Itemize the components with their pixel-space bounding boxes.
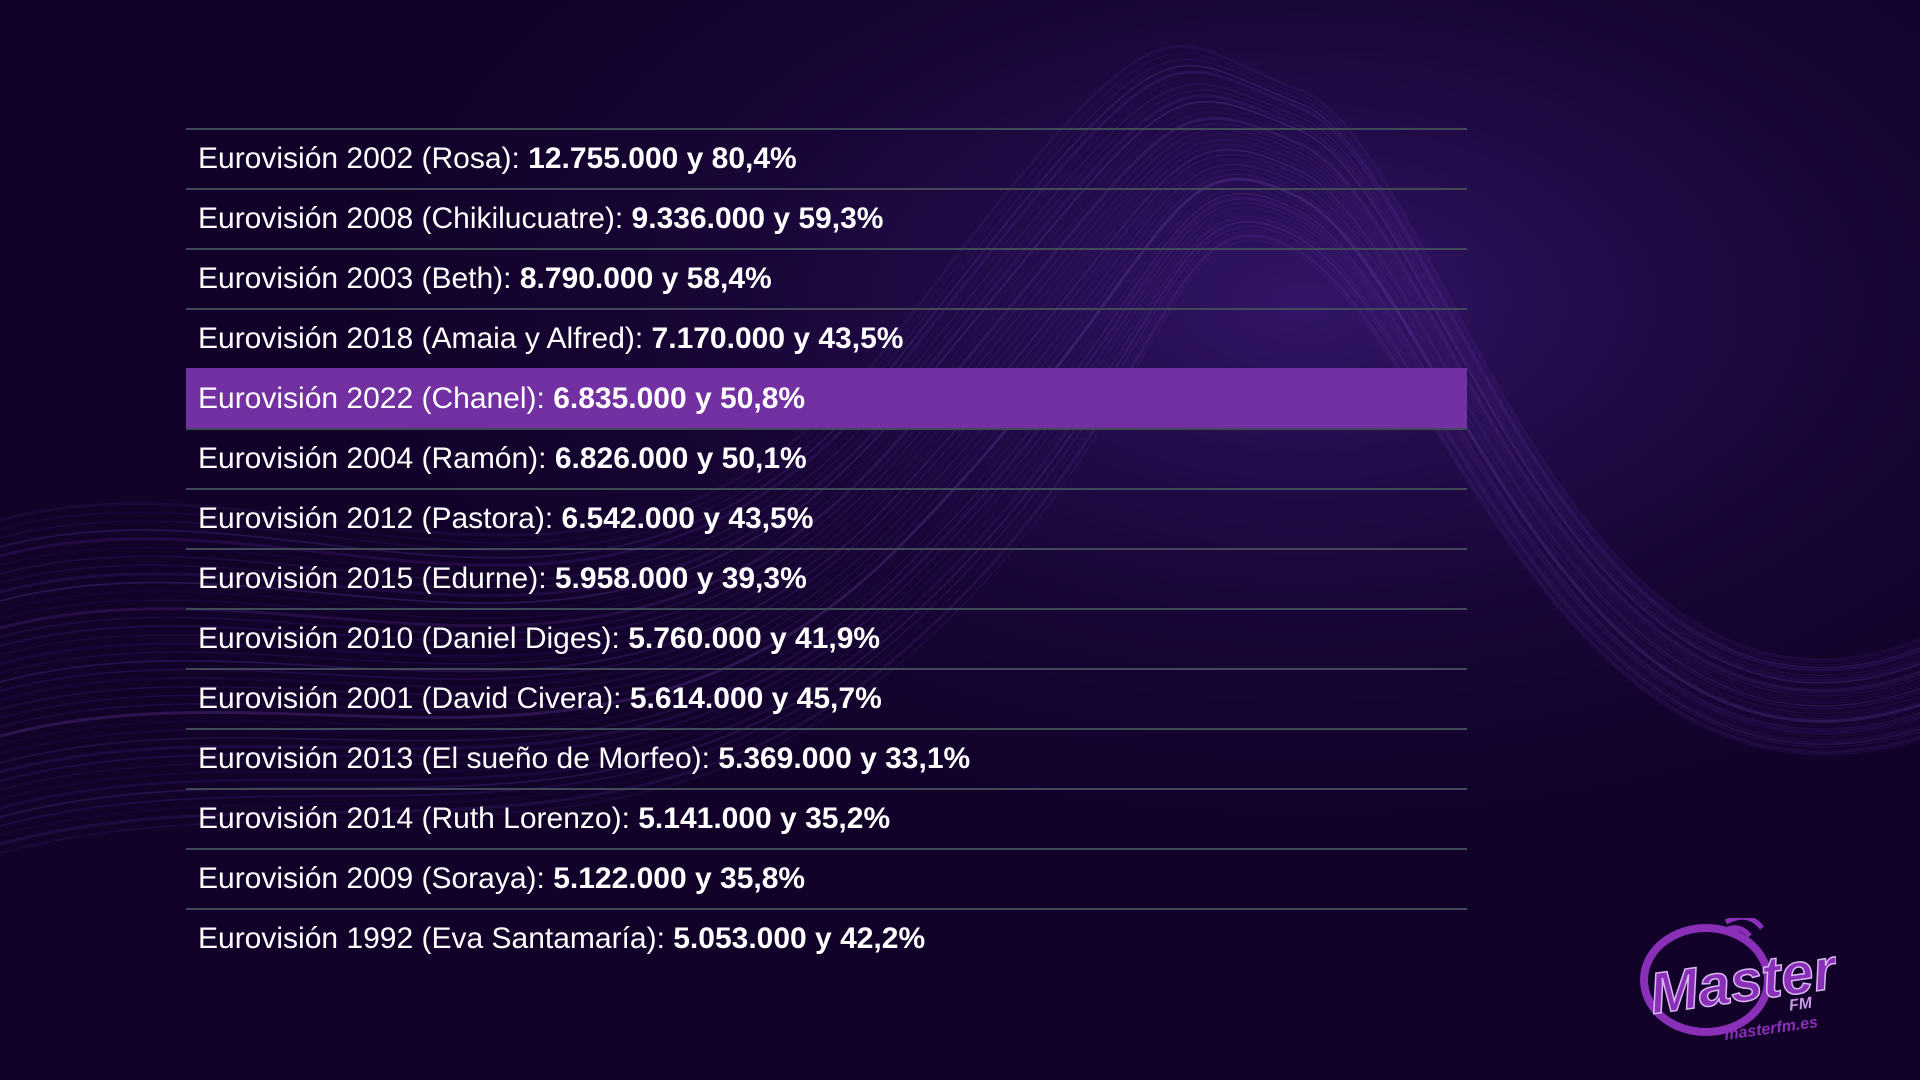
wave-line — [0, 158, 1920, 713]
logo-fm: FM — [1788, 995, 1814, 1015]
row-figures: 9.336.000 y 59,3% — [631, 202, 884, 235]
table-row: Eurovisión 2014 (Ruth Lorenzo): 5.141.00… — [186, 788, 1467, 848]
wave-line — [0, 128, 1920, 697]
row-figures: 5.053.000 y 42,2% — [673, 922, 926, 955]
row-figures: 12.755.000 y 80,4% — [528, 142, 797, 175]
wave-line — [0, 58, 1920, 666]
wave-line — [0, 153, 1920, 710]
wave-line — [0, 143, 1920, 705]
wave-line — [0, 163, 1920, 715]
row-figures: 5.614.000 y 45,7% — [629, 682, 882, 715]
wave-line — [0, 168, 1920, 719]
wave-line — [0, 202, 1920, 782]
wave-line — [0, 89, 1920, 679]
logo-site: masterfm.es — [1723, 1014, 1819, 1044]
row-figures: 7.170.000 y 43,5% — [651, 322, 904, 355]
table-row: Eurovisión 2008 (Chikilucuatre): 9.336.0… — [186, 188, 1467, 248]
wave-line — [0, 52, 1920, 664]
table-row: Eurovisión 2009 (Soraya): 5.122.000 y 35… — [186, 848, 1467, 908]
row-figures: 5.122.000 y 35,8% — [553, 862, 806, 895]
wave-line — [0, 148, 1920, 707]
table-row: Eurovisión 2002 (Rosa): 12.755.000 y 80,… — [186, 128, 1467, 188]
wave-line — [0, 183, 1920, 746]
row-figures: 5.369.000 y 33,1% — [718, 742, 971, 775]
wave-line — [0, 122, 1920, 694]
wave-line — [0, 70, 1920, 672]
wave-line — [0, 133, 1920, 699]
wave-line — [0, 230, 1920, 836]
table-row-highlighted: Eurovisión 2022 (Chanel): 6.835.000 y 50… — [186, 368, 1467, 428]
wave-line — [0, 215, 1920, 810]
row-label: Eurovisión 2018 (Amaia y Alfred): — [198, 322, 652, 355]
row-figures: 5.958.000 y 39,3% — [554, 562, 807, 595]
row-figures: 8.790.000 y 58,4% — [519, 262, 772, 295]
wave-line — [0, 94, 1920, 682]
table-row: Eurovisión 2010 (Daniel Diges): 5.760.00… — [186, 608, 1467, 668]
wave-line — [0, 225, 1920, 827]
row-label: Eurovisión 2003 (Beth): — [198, 262, 520, 295]
master-fm-logo: Master FM masterfm.es — [1640, 918, 1836, 1044]
wave-line — [0, 83, 1920, 676]
wave-line — [0, 211, 1920, 800]
table-row: Eurovisión 2015 (Edurne): 5.958.000 y 39… — [186, 548, 1467, 608]
row-label: Eurovisión 2001 (David Civera): — [198, 682, 630, 715]
table-row: Eurovisión 2001 (David Civera): 5.614.00… — [186, 668, 1467, 728]
wave-line — [0, 77, 1920, 674]
table-row: Eurovisión 2003 (Beth): 8.790.000 y 58,4… — [186, 248, 1467, 308]
wave-line — [0, 196, 1920, 774]
wave-line — [0, 137, 1920, 703]
row-label: Eurovisión 2004 (Ramón): — [198, 442, 555, 475]
table-row: Eurovisión 1992 (Eva Santamaría): 5.053.… — [186, 908, 1467, 968]
row-figures: 6.542.000 y 43,5% — [561, 502, 814, 535]
wave-line — [0, 112, 1920, 689]
wave-line — [0, 206, 1920, 791]
row-label: Eurovisión 2012 (Pastora): — [198, 502, 562, 535]
wave-line — [0, 116, 1920, 693]
logo-brand: Master — [1646, 936, 1836, 1027]
row-label: Eurovisión 2009 (Soraya): — [198, 862, 554, 895]
ratings-table: Eurovisión 2002 (Rosa): 12.755.000 y 80,… — [186, 128, 1467, 968]
row-label: Eurovisión 2022 (Chanel): — [198, 382, 554, 415]
wave-line — [0, 239, 1920, 854]
row-label: Eurovisión 2002 (Rosa): — [198, 142, 529, 175]
row-figures: 5.141.000 y 35,2% — [638, 802, 891, 835]
row-label: Eurovisión 2014 (Ruth Lorenzo): — [198, 802, 639, 835]
row-label: Eurovisión 1992 (Eva Santamaría): — [198, 922, 674, 955]
wave-line — [0, 188, 1920, 755]
wave-line — [0, 177, 1920, 738]
row-label: Eurovisión 2010 (Daniel Diges): — [198, 622, 629, 655]
row-label: Eurovisión 2008 (Chikilucuatre): — [198, 202, 632, 235]
table-row: Eurovisión 2013 (El sueño de Morfeo): 5.… — [186, 728, 1467, 788]
wave-line — [0, 100, 1920, 684]
wave-line — [0, 192, 1920, 764]
row-figures: 6.835.000 y 50,8% — [553, 382, 806, 415]
row-figures: 5.760.000 y 41,9% — [628, 622, 881, 655]
table-row: Eurovisión 2018 (Amaia y Alfred): 7.170.… — [186, 308, 1467, 368]
table-row: Eurovisión 2012 (Pastora): 6.542.000 y 4… — [186, 488, 1467, 548]
wave-line — [0, 64, 1920, 669]
row-label: Eurovisión 2013 (El sueño de Morfeo): — [198, 742, 719, 775]
row-label: Eurovisión 2015 (Edurne): — [198, 562, 555, 595]
wave-line — [0, 44, 1920, 662]
wave-line — [0, 234, 1920, 846]
wave-line — [0, 173, 1920, 728]
table-row: Eurovisión 2004 (Ramón): 6.826.000 y 50,… — [186, 428, 1467, 488]
row-figures: 6.826.000 y 50,1% — [554, 442, 807, 475]
